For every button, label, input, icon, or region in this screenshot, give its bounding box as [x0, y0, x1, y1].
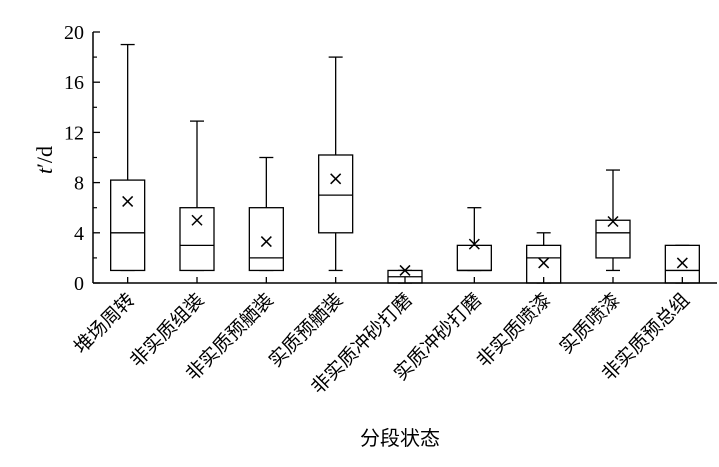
- category-label: 实质喷漆: [555, 289, 624, 358]
- y-tick-label: 4: [74, 223, 84, 245]
- category-label: 堆场周转: [70, 289, 139, 358]
- box-item: [248, 156, 284, 272]
- y-tick-label: 16: [64, 72, 84, 94]
- box-item: [595, 169, 631, 272]
- y-axis: 0 4 8 12 16 20: [64, 22, 100, 295]
- mean-marker: [676, 257, 688, 269]
- y-tick-label: 8: [74, 173, 84, 195]
- y-axis-unit: ′/d: [32, 146, 57, 168]
- y-tick-label: 20: [64, 22, 84, 44]
- y-tick-label: 12: [64, 122, 84, 144]
- x-axis-title: 分段状态: [360, 426, 440, 450]
- mean-marker-stroke: [676, 257, 688, 269]
- mean-marker-stroke: [122, 195, 134, 207]
- mean-marker-stroke: [330, 173, 342, 185]
- mean-marker-stroke: [538, 257, 550, 269]
- box-item: [526, 232, 562, 284]
- mean-marker: [260, 236, 272, 248]
- box-iqr: [110, 179, 146, 272]
- box-item: [664, 244, 700, 284]
- box-iqr: [456, 244, 492, 272]
- box-iqr: [248, 207, 284, 272]
- plot-area: [110, 43, 700, 284]
- mean-marker: [538, 257, 550, 269]
- box-iqr: [318, 154, 354, 234]
- mean-marker-stroke: [399, 264, 411, 276]
- mean-marker-stroke: [191, 214, 203, 226]
- mean-marker-stroke: [260, 236, 272, 248]
- box-item: [318, 56, 354, 272]
- mean-marker: [191, 214, 203, 226]
- box-iqr: [595, 219, 631, 259]
- category-label: 非实质喷漆: [472, 289, 555, 372]
- mean-marker: [399, 264, 411, 276]
- box-item: [179, 120, 215, 272]
- y-axis-title: t′/d: [32, 146, 57, 174]
- box-iqr: [179, 207, 215, 272]
- box-iqr: [664, 244, 700, 284]
- mean-marker: [468, 238, 480, 250]
- box-item: [456, 207, 492, 272]
- mean-marker: [122, 195, 134, 207]
- mean-marker: [330, 173, 342, 185]
- y-tick-label: 0: [74, 273, 84, 295]
- box-iqr: [526, 244, 562, 284]
- box-item: [110, 43, 146, 272]
- y-axis-variable: t: [32, 167, 57, 174]
- mean-marker-stroke: [468, 238, 480, 250]
- mean-marker: [607, 215, 619, 228]
- mean-marker-stroke: [607, 215, 619, 228]
